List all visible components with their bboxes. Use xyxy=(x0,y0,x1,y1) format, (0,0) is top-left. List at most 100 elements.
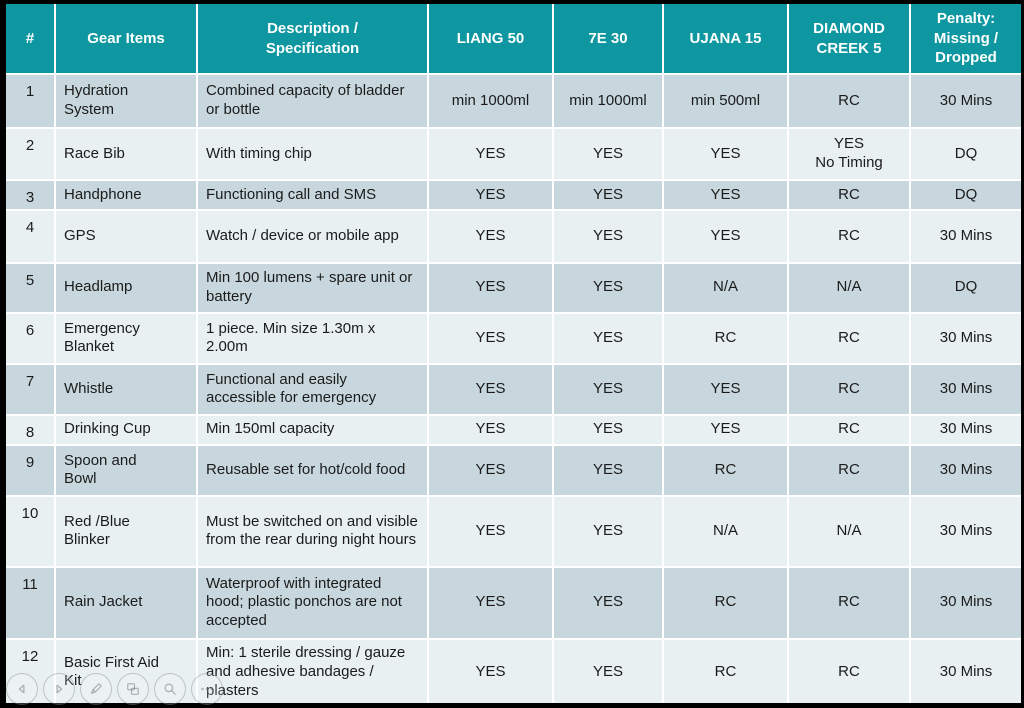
7e_30-value-cell: YES xyxy=(552,127,664,181)
gear-row-6: 6 Emergency Blanket 1 piece. Min size 1.30… xyxy=(6,311,1021,365)
gear-item-cell: Rain Jacket xyxy=(54,565,198,640)
penalty-value-cell: 30 Mins xyxy=(909,443,1021,497)
gear-item-cell: Handphone xyxy=(54,179,198,211)
gear-row-8: 8 Drinking Cup Min 150ml capacity YES YES YES… xyxy=(6,413,1021,446)
7e_30-value-cell: YES xyxy=(552,637,664,703)
row-number-cell: 8 xyxy=(6,413,56,446)
next-slide-button[interactable] xyxy=(43,673,75,705)
diamond_creek_5-value-cell: N/A xyxy=(787,261,911,314)
column-header-num: # xyxy=(6,4,56,75)
zoom-slide-button[interactable] xyxy=(154,673,186,705)
ujana_15-value-cell: YES xyxy=(662,208,789,264)
gear-row-2: 2 Race Bib With timing chip YES YES YES YES No… xyxy=(6,127,1021,181)
gear-item-cell: Spoon and Bowl xyxy=(54,443,198,497)
row-number-cell: 7 xyxy=(6,362,56,416)
7e_30-value-cell: YES xyxy=(552,261,664,314)
penalty-value-cell: 30 Mins xyxy=(909,311,1021,365)
liang_50-value-cell: YES xyxy=(427,261,554,314)
row-number-cell: 6 xyxy=(6,311,56,365)
penalty-value-cell: 30 Mins xyxy=(909,362,1021,416)
penalty-value-cell: 30 Mins xyxy=(909,208,1021,264)
penalty-value-cell: 30 Mins xyxy=(909,413,1021,446)
previous-arrow-icon xyxy=(13,680,31,698)
7e_30-value-cell: YES xyxy=(552,179,664,211)
all-slides-icon xyxy=(124,680,142,698)
diamond_creek_5-value-cell: RC xyxy=(787,179,911,211)
next-arrow-icon xyxy=(50,680,68,698)
description-cell: Min: 1 sterile dressing / gauze and adhe… xyxy=(196,637,429,703)
previous-slide-button[interactable] xyxy=(6,673,38,705)
liang_50-value-cell: YES xyxy=(427,311,554,365)
more-options-button[interactable] xyxy=(191,673,223,705)
pen-icon xyxy=(87,680,105,698)
penalty-value-cell: 30 Mins xyxy=(909,494,1021,568)
description-cell: Functioning call and SMS xyxy=(196,179,429,211)
diamond_creek_5-value-cell: RC xyxy=(787,637,911,703)
row-number-cell: 4 xyxy=(6,208,56,264)
gear-row-7: 7 Whistle Functional and easily accessible… xyxy=(6,362,1021,416)
liang_50-value-cell: YES xyxy=(427,362,554,416)
ujana_15-value-cell: YES xyxy=(662,127,789,181)
see-all-slides-button[interactable] xyxy=(117,673,149,705)
gear-item-cell: Emergency Blanket xyxy=(54,311,198,365)
gear-item-cell: Drinking Cup xyxy=(54,413,198,446)
description-cell: Must be switched on and visible from the… xyxy=(196,494,429,568)
ujana_15-value-cell: YES xyxy=(662,179,789,211)
diamond_creek_5-value-cell: RC xyxy=(787,443,911,497)
annotate-button[interactable] xyxy=(80,673,112,705)
row-number-cell: 5 xyxy=(6,261,56,314)
gear-item-cell: Whistle xyxy=(54,362,198,416)
gear-row-1: 1 Hydration System Combined capacity of bl… xyxy=(6,73,1021,129)
column-header-description: Description / Specification xyxy=(196,4,429,75)
row-number-cell: 11 xyxy=(6,565,56,640)
penalty-value-cell: DQ xyxy=(909,127,1021,181)
gear-row-5: 5 Headlamp Min 100 lumens + spare unit or … xyxy=(6,261,1021,314)
gear-item-cell: Hydration System xyxy=(54,73,198,129)
diamond_creek_5-value-cell: RC xyxy=(787,362,911,416)
liang_50-value-cell: YES xyxy=(427,637,554,703)
gear-item-cell: GPS xyxy=(54,208,198,264)
penalty-value-cell: DQ xyxy=(909,261,1021,314)
table-body: 1 Hydration System Combined capacity of bl… xyxy=(6,73,1021,703)
column-header-diamond_creek_5: DIAMOND CREEK 5 xyxy=(787,4,911,75)
ujana_15-value-cell: min 500ml xyxy=(662,73,789,129)
ujana_15-value-cell: RC xyxy=(662,637,789,703)
gear-item-cell: Headlamp xyxy=(54,261,198,314)
column-header-ujana_15: UJANA 15 xyxy=(662,4,789,75)
penalty-value-cell: 30 Mins xyxy=(909,73,1021,129)
ujana_15-value-cell: N/A xyxy=(662,261,789,314)
gear-checklist-table: # Gear Items Description / Specification LI… xyxy=(6,4,1021,703)
ujana_15-value-cell: RC xyxy=(662,565,789,640)
header-row: # Gear Items Description / Specification LI… xyxy=(6,4,1021,75)
7e_30-value-cell: min 1000ml xyxy=(552,73,664,129)
gear-row-9: 9 Spoon and Bowl Reusable set for hot/cold… xyxy=(6,443,1021,497)
7e_30-value-cell: YES xyxy=(552,443,664,497)
gear-row-10: 10 Red /Blue Blinker Must be switched on a… xyxy=(6,494,1021,568)
ujana_15-value-cell: YES xyxy=(662,362,789,416)
diamond_creek_5-value-cell: YES No Timing xyxy=(787,127,911,181)
liang_50-value-cell: YES xyxy=(427,494,554,568)
7e_30-value-cell: YES xyxy=(552,362,664,416)
7e_30-value-cell: YES xyxy=(552,494,664,568)
row-number-cell: 9 xyxy=(6,443,56,497)
liang_50-value-cell: YES xyxy=(427,413,554,446)
7e_30-value-cell: YES xyxy=(552,208,664,264)
description-cell: Watch / device or mobile app xyxy=(196,208,429,264)
description-cell: Combined capacity of bladder or bottle xyxy=(196,73,429,129)
magnifier-icon xyxy=(161,680,179,698)
column-header-penalty: Penalty: Missing / Dropped xyxy=(909,4,1021,75)
column-header-gear_items: Gear Items xyxy=(54,4,198,75)
liang_50-value-cell: YES xyxy=(427,179,554,211)
gear-row-11: 11 Rain Jacket Waterproof with integrated … xyxy=(6,565,1021,640)
description-cell: 1 piece. Min size 1.30m x 2.00m xyxy=(196,311,429,365)
description-cell: Min 150ml capacity xyxy=(196,413,429,446)
liang_50-value-cell: YES xyxy=(427,127,554,181)
slide: # Gear Items Description / Specification LI… xyxy=(6,4,1021,703)
7e_30-value-cell: YES xyxy=(552,565,664,640)
penalty-value-cell: 30 Mins xyxy=(909,565,1021,640)
ujana_15-value-cell: RC xyxy=(662,311,789,365)
ellipsis-icon xyxy=(198,680,216,698)
description-cell: Reusable set for hot/cold food xyxy=(196,443,429,497)
gear-item-cell: Red /Blue Blinker xyxy=(54,494,198,568)
